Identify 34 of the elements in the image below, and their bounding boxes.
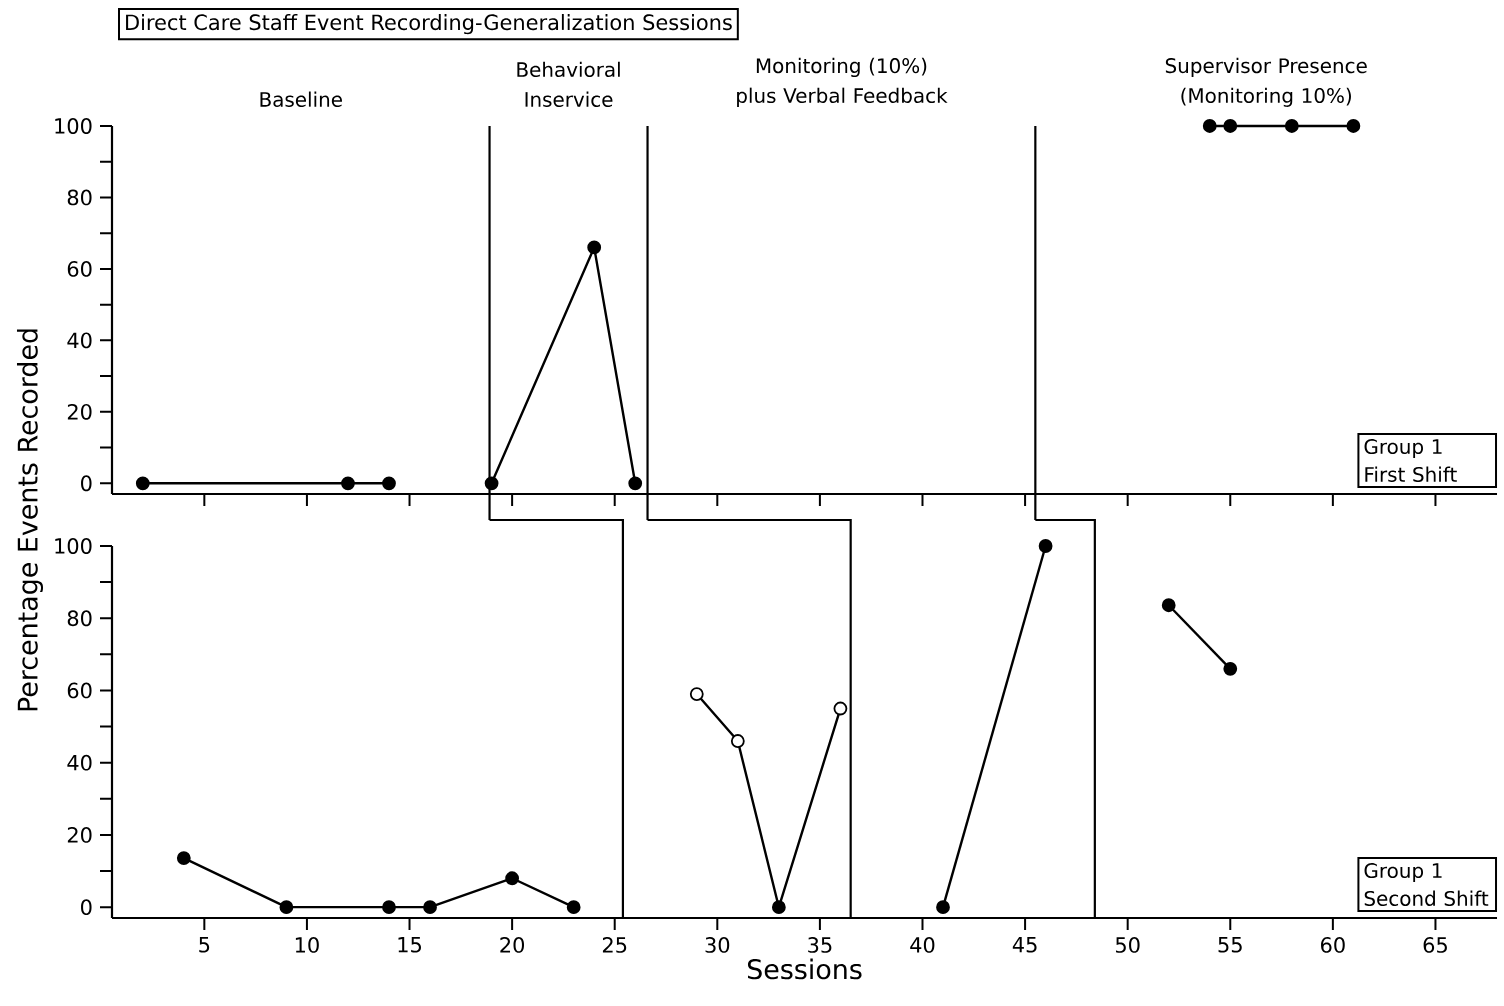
x-axis-title: Sessions [747, 958, 862, 980]
x-tick-label: 35 [808, 937, 832, 953]
y-tick-label: 20 [67, 403, 92, 420]
text: Behavioral Inservice [517, 61, 620, 107]
y-tick-label: 100 [55, 538, 92, 554]
y-tick-label: 0 [81, 899, 92, 916]
x-tick-label: 50 [1115, 937, 1140, 953]
y-tick-label: 80 [67, 189, 92, 206]
y-axis-title: Percentage Events Recorded [16, 329, 44, 711]
text: Baseline [260, 91, 342, 107]
y-tick-label: 40 [67, 332, 92, 349]
y-tick-label: 100 [55, 118, 92, 134]
x-tick-label: 45 [1012, 937, 1037, 953]
x-tick-label: 20 [500, 937, 525, 953]
y-tick-label: 40 [67, 754, 92, 771]
x-tick-label: 30 [705, 937, 730, 953]
text: Supervisor Presence (Monitoring 10%) [1165, 57, 1367, 107]
x-tick-label: 25 [602, 937, 627, 953]
x-tick-label: 40 [910, 937, 935, 953]
x-tick-label: 60 [1321, 937, 1345, 953]
annotation: Group 1 Second Shift [1364, 863, 1489, 906]
annotation: Group 1 First Shift [1364, 439, 1457, 482]
y-tick-label: 0 [81, 475, 92, 492]
y-tick-label: 60 [67, 682, 92, 699]
y-tick-label: 80 [67, 610, 92, 627]
y-tick-label: 20 [67, 827, 92, 843]
x-tick-label: 5 [199, 937, 210, 953]
y-tick-label: 60 [67, 260, 92, 277]
x-tick-label: 65 [1423, 937, 1447, 953]
x-tick-label: 15 [398, 937, 421, 953]
text: Monitoring (10%) plus Verbal Feedback [737, 57, 948, 107]
x-tick-label: 10 [295, 937, 319, 953]
x-tick-label: 55 [1218, 937, 1242, 953]
chart-title: Direct Care Staff Event Recording-Generalization Sessions [126, 14, 732, 35]
